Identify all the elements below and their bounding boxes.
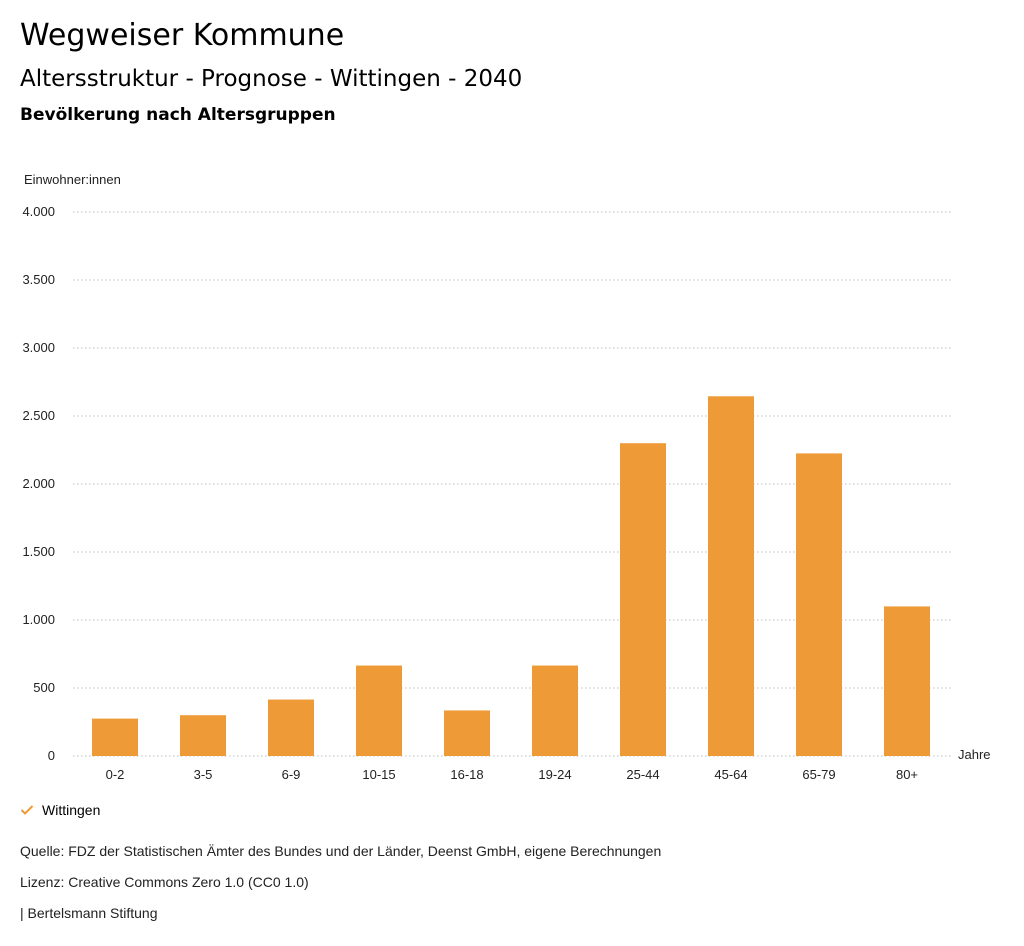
bar-19-24[interactable] <box>532 665 578 756</box>
x-tick-label: 6-9 <box>282 767 301 782</box>
publisher-note: | Bertelsmann Stiftung <box>20 905 158 921</box>
x-tick-label: 25-44 <box>626 767 659 782</box>
y-tick-label: 3.500 <box>22 272 55 287</box>
x-tick-label: 65-79 <box>802 767 835 782</box>
y-tick-label: 2.000 <box>22 476 55 491</box>
y-tick-label: 4.000 <box>22 204 55 219</box>
y-tick-label: 3.000 <box>22 340 55 355</box>
bar-3-5[interactable] <box>180 715 226 756</box>
x-axis-label: Jahre <box>958 747 991 762</box>
check-icon <box>20 805 34 815</box>
chart-subheading: Bevölkerung nach Altersgruppen <box>20 105 336 125</box>
x-tick-labels: 0-2 3-5 6-9 10-15 16-18 19-24 25-44 45-64 65-79 8… <box>106 767 918 782</box>
y-tick-label: 500 <box>33 680 55 695</box>
y-axis-label: Einwohner:innen <box>24 172 121 187</box>
bar-chart: Einwohner:innen Jahre 0 500 1.000 1.500 2.00… <box>22 172 991 782</box>
bars <box>92 396 930 756</box>
bar-16-18[interactable] <box>444 710 490 756</box>
bar-10-15[interactable] <box>356 665 402 756</box>
bar-45-64[interactable] <box>708 396 754 756</box>
x-tick-label: 16-18 <box>450 767 483 782</box>
x-tick-label: 80+ <box>896 767 918 782</box>
y-tick-labels: 0 500 1.000 1.500 2.000 2.500 3.000 3.500 4.000 <box>22 204 55 763</box>
x-tick-label: 0-2 <box>106 767 125 782</box>
x-tick-label: 10-15 <box>362 767 395 782</box>
bar-65-79[interactable] <box>796 453 842 756</box>
y-tick-label: 0 <box>48 748 55 763</box>
bar-6-9[interactable] <box>268 699 314 756</box>
bar-0-2[interactable] <box>92 718 138 756</box>
legend-item-wittingen[interactable]: Wittingen <box>20 802 100 818</box>
license-note: Lizenz: Creative Commons Zero 1.0 (CC0 1… <box>20 874 309 890</box>
y-tick-label: 1.500 <box>22 544 55 559</box>
chart-subtitle: Altersstruktur - Prognose - Wittingen - … <box>20 66 523 92</box>
x-tick-label: 3-5 <box>194 767 213 782</box>
legend-label: Wittingen <box>42 802 101 818</box>
x-tick-label: 19-24 <box>538 767 571 782</box>
source-note: Quelle: FDZ der Statistischen Ämter des … <box>20 843 662 859</box>
page-title: Wegweiser Kommune <box>20 18 345 53</box>
bar-25-44[interactable] <box>620 443 666 756</box>
y-tick-label: 2.500 <box>22 408 55 423</box>
y-tick-label: 1.000 <box>22 612 55 627</box>
x-tick-label: 45-64 <box>714 767 747 782</box>
bar-80+[interactable] <box>884 606 930 756</box>
